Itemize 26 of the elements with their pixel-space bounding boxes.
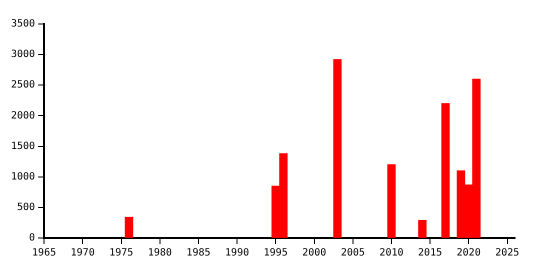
x-tick-label: 1970 xyxy=(70,248,95,259)
x-tick-label: 2010 xyxy=(379,248,404,259)
x-tick-label: 2025 xyxy=(495,248,520,259)
bar xyxy=(387,164,396,238)
bar xyxy=(441,103,450,238)
x-tick-label: 1995 xyxy=(264,248,288,259)
y-tick-label: 1500 xyxy=(10,140,36,152)
y-tick-label: 3500 xyxy=(10,18,36,30)
y-tick-label: 1000 xyxy=(10,171,36,182)
bar xyxy=(124,216,134,238)
x-tick-label: 1990 xyxy=(225,248,250,259)
y-tick-label: 3000 xyxy=(10,49,36,60)
bar xyxy=(418,220,427,238)
x-tick-label: 1980 xyxy=(148,248,172,259)
y-tick-label: 2500 xyxy=(10,80,36,91)
y-tick-label: 0 xyxy=(29,232,36,244)
y-tick-label: 500 xyxy=(17,202,36,214)
bar xyxy=(333,59,342,238)
x-tick-label: 1975 xyxy=(109,248,134,259)
x-tick-label: 1985 xyxy=(186,248,211,259)
x-tick-label: 2000 xyxy=(302,248,326,259)
x-tick-label: 1965 xyxy=(32,248,56,259)
x-tick-label: 2020 xyxy=(456,248,481,259)
x-tick-label: 2015 xyxy=(418,248,442,259)
y-tick-label: 2000 xyxy=(10,110,36,122)
x-tick-label: 2005 xyxy=(340,248,365,259)
